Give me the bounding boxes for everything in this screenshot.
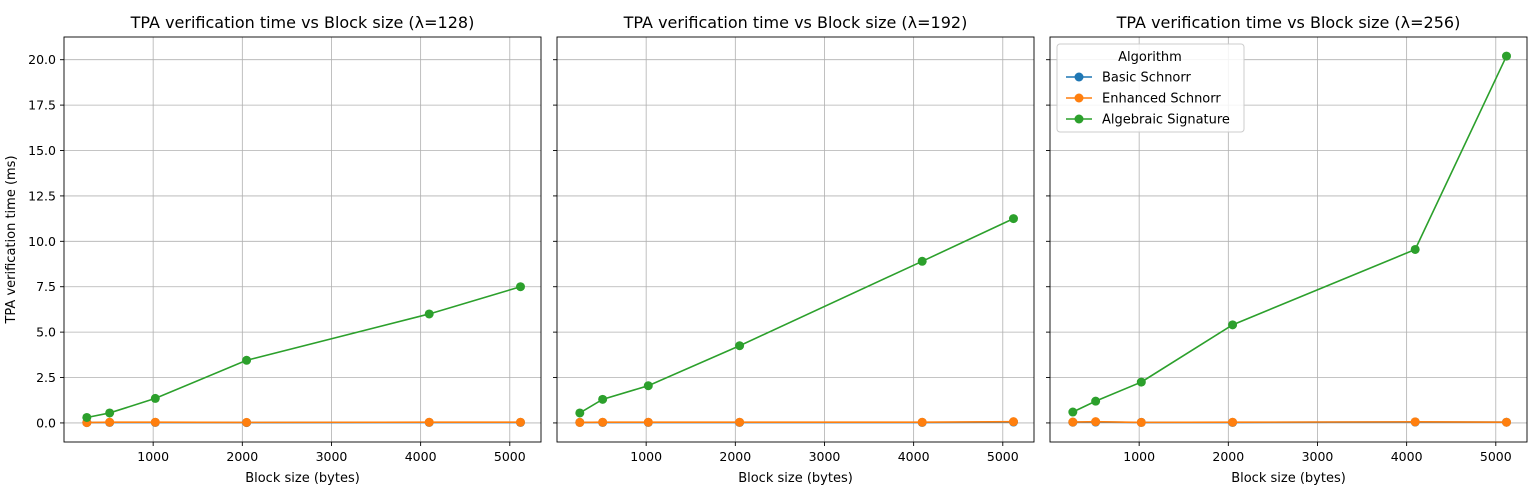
y-tick-label: 17.5 [28, 98, 56, 113]
y-tick-label: 0.0 [36, 415, 56, 430]
data-point [643, 417, 653, 427]
data-point [735, 417, 745, 427]
x-tick-label: 2000 [226, 449, 258, 464]
axes-frame [63, 36, 542, 443]
data-point [150, 417, 160, 427]
data-point [1136, 417, 1146, 427]
y-tick-label: 15.0 [28, 143, 56, 158]
x-tick-label: 1000 [137, 449, 169, 464]
chart-title: TPA verification time vs Block size (λ=1… [130, 13, 475, 32]
data-point [1091, 396, 1101, 406]
y-tick-label: 2.5 [36, 370, 56, 385]
x-tick-label: 3000 [809, 449, 841, 464]
legend-entry: Algebraic Signature [1102, 113, 1230, 128]
y-tick-label: 7.5 [36, 279, 56, 294]
data-point [105, 408, 115, 418]
data-point [82, 412, 92, 422]
x-tick-label: 5000 [1480, 449, 1512, 464]
data-point [1501, 417, 1511, 427]
data-point [598, 417, 608, 427]
chart-title: TPA verification time vs Block size (λ=2… [1116, 13, 1461, 32]
subplot-3: 1000 2000 3000 4000 5000 TPA verification tim… [1046, 13, 1528, 486]
data-point [1410, 417, 1420, 427]
legend-box [1056, 43, 1245, 133]
data-point [575, 417, 585, 427]
subplot-2: 1000 2000 3000 4000 5000 TPA verification tim… [553, 13, 1035, 486]
data-point [1068, 407, 1078, 417]
legend-marker [1074, 72, 1084, 82]
data-point [1410, 244, 1420, 254]
x-tick-label: 2000 [1212, 449, 1244, 464]
x-axis-label: Block size (bytes) [1231, 471, 1346, 486]
data-point [575, 408, 585, 418]
data-point [1228, 417, 1238, 427]
data-point [1068, 417, 1078, 427]
data-point [515, 282, 525, 292]
y-axis-label: TPA verification time (ms) [4, 155, 19, 324]
axes-frame [1049, 36, 1528, 443]
data-point [643, 381, 653, 391]
data-point [242, 417, 252, 427]
chart-title: TPA verification time vs Block size (λ=1… [623, 13, 968, 32]
data-point [1008, 417, 1018, 427]
x-axis-label: Block size (bytes) [738, 471, 853, 486]
data-point [1501, 51, 1511, 61]
data-point [424, 417, 434, 427]
x-tick-label: 2000 [719, 449, 751, 464]
legend-marker [1074, 114, 1084, 124]
x-tick-label: 1000 [630, 449, 662, 464]
x-tick-label: 5000 [494, 449, 526, 464]
y-tick-label: 20.0 [28, 52, 56, 67]
legend-entry: Enhanced Schnorr [1102, 92, 1221, 107]
data-point [1091, 417, 1101, 427]
x-tick-label: 4000 [898, 449, 930, 464]
x-tick-label: 5000 [987, 449, 1019, 464]
data-point [1228, 320, 1238, 330]
subplot-1: 1000 2000 3000 4000 5000 0.0 2.5 5.0 7.5 10.0 12.5… [4, 13, 542, 486]
data-point [598, 394, 608, 404]
x-tick-label: 1000 [1123, 449, 1155, 464]
data-point [150, 393, 160, 403]
x-tick-label: 3000 [316, 449, 348, 464]
x-tick-label: 4000 [1391, 449, 1423, 464]
x-tick-label: 4000 [405, 449, 437, 464]
y-tick-label: 5.0 [36, 325, 56, 340]
y-tick-label: 12.5 [28, 188, 56, 203]
axes-frame [556, 36, 1035, 443]
data-point [515, 417, 525, 427]
data-point [1136, 377, 1146, 387]
data-point [424, 309, 434, 319]
legend-marker [1074, 93, 1084, 103]
legend-entry: Basic Schnorr [1102, 71, 1191, 86]
data-point [1008, 214, 1018, 224]
data-point [917, 417, 927, 427]
y-tick-label: 10.0 [28, 234, 56, 249]
data-point [242, 355, 252, 365]
x-axis-label: Block size (bytes) [245, 471, 360, 486]
data-point [735, 341, 745, 351]
x-tick-label: 3000 [1302, 449, 1334, 464]
data-point [105, 417, 115, 427]
data-point [917, 256, 927, 266]
legend: Algorithm Basic Schnorr Enhanced Schnorr Al… [1056, 43, 1245, 133]
legend-title: Algorithm [1118, 50, 1182, 65]
